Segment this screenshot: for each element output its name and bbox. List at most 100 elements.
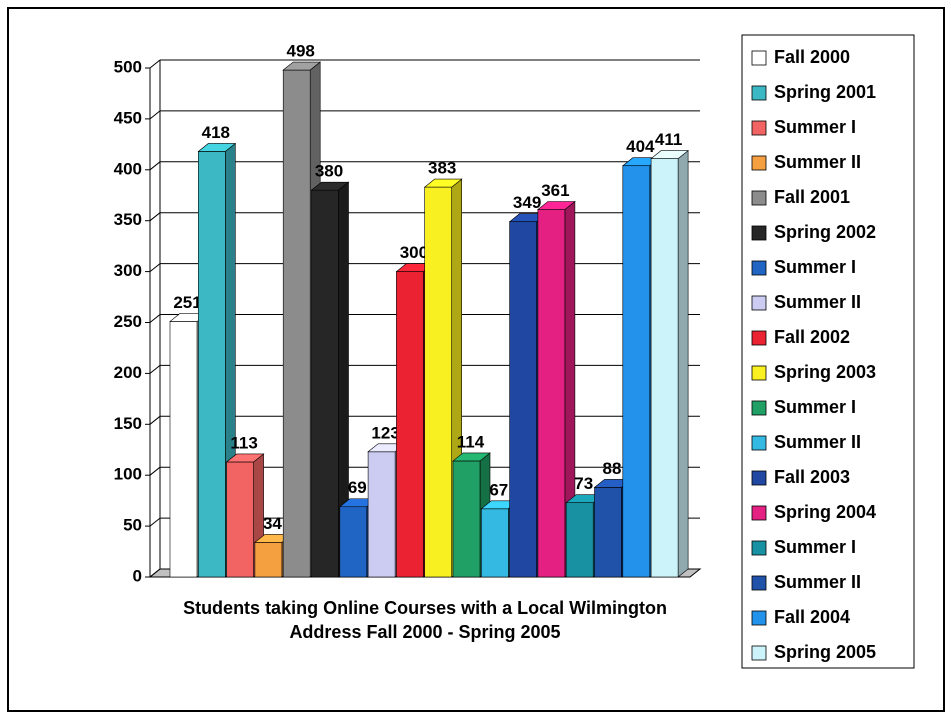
bar xyxy=(594,487,622,578)
legend-swatch xyxy=(751,575,767,591)
bar xyxy=(565,502,594,578)
bar xyxy=(311,189,339,578)
bar xyxy=(480,508,509,578)
y-tick-label: 100 xyxy=(114,465,142,484)
bar xyxy=(424,186,453,578)
legend-label: Spring 2003 xyxy=(774,362,876,382)
y-tick-label: 450 xyxy=(114,108,142,127)
legend-swatch xyxy=(751,435,767,451)
grid-depth xyxy=(149,466,161,476)
legend-swatch xyxy=(751,120,767,136)
legend-swatch xyxy=(751,610,767,626)
legend-label: Summer II xyxy=(774,152,861,172)
legend-swatch xyxy=(751,505,767,521)
bar xyxy=(509,221,537,578)
value-label: 380 xyxy=(315,162,343,181)
legend-swatch xyxy=(751,645,767,661)
legend-box xyxy=(741,34,915,669)
legend-swatch xyxy=(751,85,767,101)
legend-swatch xyxy=(751,50,767,66)
bar xyxy=(622,165,651,578)
legend-swatch xyxy=(751,540,767,556)
grid-depth xyxy=(149,365,161,374)
value-label: 300 xyxy=(400,243,428,262)
y-tick-label: 400 xyxy=(114,159,142,178)
bar-top xyxy=(650,150,689,159)
value-label: 123 xyxy=(371,423,399,442)
value-label: 88 xyxy=(603,459,622,478)
value-label: 349 xyxy=(513,193,541,212)
value-label: 251 xyxy=(173,293,201,312)
legend-swatch xyxy=(751,190,767,206)
legend-swatch xyxy=(751,260,767,276)
y-tick-label: 300 xyxy=(114,261,142,280)
grid-depth xyxy=(149,161,161,171)
legend-label: Summer I xyxy=(774,257,856,277)
bar xyxy=(537,209,566,578)
legend-label: Fall 2004 xyxy=(774,607,850,627)
legend-label: Spring 2005 xyxy=(774,642,876,662)
value-label: 69 xyxy=(348,478,367,497)
grid-depth xyxy=(149,59,161,69)
bar xyxy=(198,151,226,578)
legend-label: Summer II xyxy=(774,572,861,592)
value-label: 67 xyxy=(489,480,508,499)
frame xyxy=(7,7,945,712)
bar xyxy=(254,542,283,578)
value-label: 411 xyxy=(655,130,682,149)
legend-swatch xyxy=(751,470,767,486)
legend-label: Fall 2000 xyxy=(774,47,850,67)
value-label: 418 xyxy=(202,123,230,142)
value-label: 361 xyxy=(541,181,569,200)
bar-top xyxy=(423,178,463,188)
legend-label: Summer II xyxy=(774,432,861,452)
bar-side xyxy=(677,149,689,578)
bar xyxy=(282,69,311,578)
legend-swatch xyxy=(751,400,767,416)
bar xyxy=(367,451,396,578)
bar-top xyxy=(225,453,265,463)
chart-title: Students taking Online Courses with a Lo… xyxy=(183,598,667,642)
bar xyxy=(169,321,198,578)
bar-top xyxy=(282,61,322,71)
grid-depth xyxy=(149,212,161,222)
value-label: 114 xyxy=(457,432,485,451)
bar xyxy=(396,271,424,578)
y-tick-label: 500 xyxy=(114,57,142,76)
grid-depth xyxy=(149,110,161,120)
bar xyxy=(339,506,368,578)
legend-label: Summer II xyxy=(774,292,861,312)
bar-top xyxy=(197,143,237,152)
legend-swatch xyxy=(751,330,767,346)
value-label: 404 xyxy=(626,137,655,156)
grid-depth xyxy=(149,415,161,425)
grid-depth xyxy=(149,517,161,527)
y-tick-label: 50 xyxy=(123,516,142,535)
y-tick-label: 200 xyxy=(114,363,142,382)
y-tick-label: 250 xyxy=(114,312,142,331)
legend-label: Summer I xyxy=(774,117,856,137)
grid-depth xyxy=(149,568,161,578)
bar xyxy=(226,461,254,578)
legend-swatch xyxy=(751,365,767,381)
legend-label: Fall 2002 xyxy=(774,327,850,347)
y-tick-label: 350 xyxy=(114,210,142,229)
legend-label: Spring 2004 xyxy=(774,502,876,522)
value-label: 34 xyxy=(263,514,282,533)
bar-top xyxy=(452,452,491,462)
value-label: 498 xyxy=(287,42,315,61)
y-tick-label: 0 xyxy=(133,566,142,585)
bar xyxy=(452,460,481,578)
legend-label: Summer I xyxy=(774,537,856,557)
bar-top xyxy=(537,201,576,210)
value-label: 113 xyxy=(230,433,257,452)
legend-label: Spring 2002 xyxy=(774,222,876,242)
legend-swatch xyxy=(751,225,767,241)
legend-label: Spring 2001 xyxy=(774,82,876,102)
bar-top xyxy=(310,181,350,191)
legend-swatch xyxy=(751,155,767,171)
legend-swatch xyxy=(751,295,767,311)
legend-label: Summer I xyxy=(774,397,856,417)
